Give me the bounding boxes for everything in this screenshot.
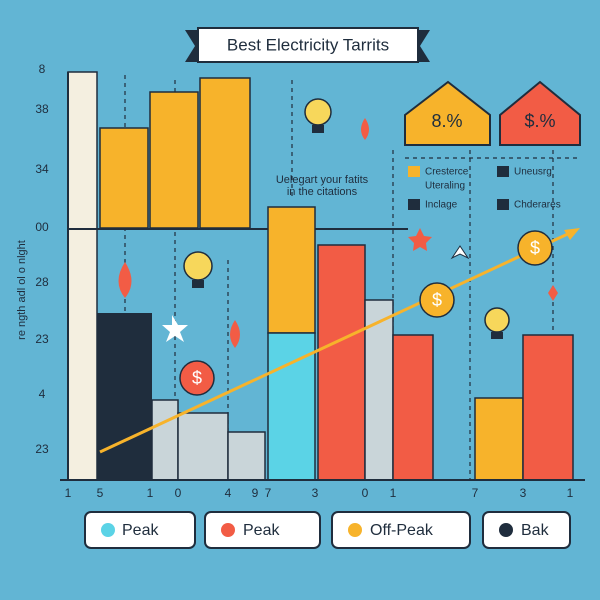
x-label: 1 xyxy=(390,486,397,500)
y-label: 28 xyxy=(35,275,49,289)
x-label: 7 xyxy=(472,486,479,500)
x-label: 7 xyxy=(265,486,272,500)
mini-legend: Uneusrg xyxy=(514,167,552,178)
mini-legend: Chderares xyxy=(514,200,561,211)
note: in the citations xyxy=(287,186,358,198)
x-label: 1 xyxy=(567,486,574,500)
x-label: 9 xyxy=(252,486,259,500)
trend-arrow xyxy=(564,228,580,240)
y-label: 34 xyxy=(35,162,49,176)
x-label: 0 xyxy=(175,486,182,500)
legend-label: Bak xyxy=(521,522,550,539)
y-label: 8 xyxy=(39,62,46,76)
legend-label: Peak xyxy=(243,522,280,539)
mini-legend: Uteraling xyxy=(425,181,465,192)
side-label: re ngth adl ol o nlght xyxy=(16,240,28,340)
y-label: 23 xyxy=(35,442,49,456)
legend-label: Off-Peak xyxy=(370,522,434,539)
y-label: 23 xyxy=(35,332,49,346)
y-label: 38 xyxy=(35,102,49,116)
title-banner xyxy=(197,27,419,63)
note: Uelegart your fatits xyxy=(276,174,369,186)
mini-swatch xyxy=(497,166,509,177)
legend: Peak Peak Off-Peak Bak xyxy=(84,511,571,549)
y-label: 00 xyxy=(35,220,49,234)
house-label: 8.% xyxy=(431,111,462,131)
svg-text:$: $ xyxy=(192,368,202,388)
svg-text:$: $ xyxy=(432,290,442,310)
mini-swatch xyxy=(497,199,509,210)
x-label: 3 xyxy=(520,486,527,500)
x-label: 3 xyxy=(312,486,319,500)
house xyxy=(499,80,581,146)
mini-legend: Cresterce xyxy=(425,167,469,178)
title: Best Electricity Tarrits xyxy=(227,35,389,54)
x-label: 4 xyxy=(225,486,232,500)
x-label: 1 xyxy=(147,486,154,500)
house xyxy=(404,80,491,146)
legend-label: Peak xyxy=(122,522,159,539)
x-label: 5 xyxy=(97,486,104,500)
icons: $ $ $ xyxy=(118,98,558,396)
trend-line xyxy=(99,230,573,454)
x-label: 1 xyxy=(65,486,72,500)
mini-legend: Inclage xyxy=(425,200,458,211)
svg-text:$: $ xyxy=(530,238,540,258)
bars xyxy=(67,71,574,481)
y-label: 4 xyxy=(39,387,46,401)
mini-swatch xyxy=(408,166,420,177)
mini-swatch xyxy=(408,199,420,210)
x-label: 0 xyxy=(362,486,369,500)
house-label: $.% xyxy=(524,111,555,131)
